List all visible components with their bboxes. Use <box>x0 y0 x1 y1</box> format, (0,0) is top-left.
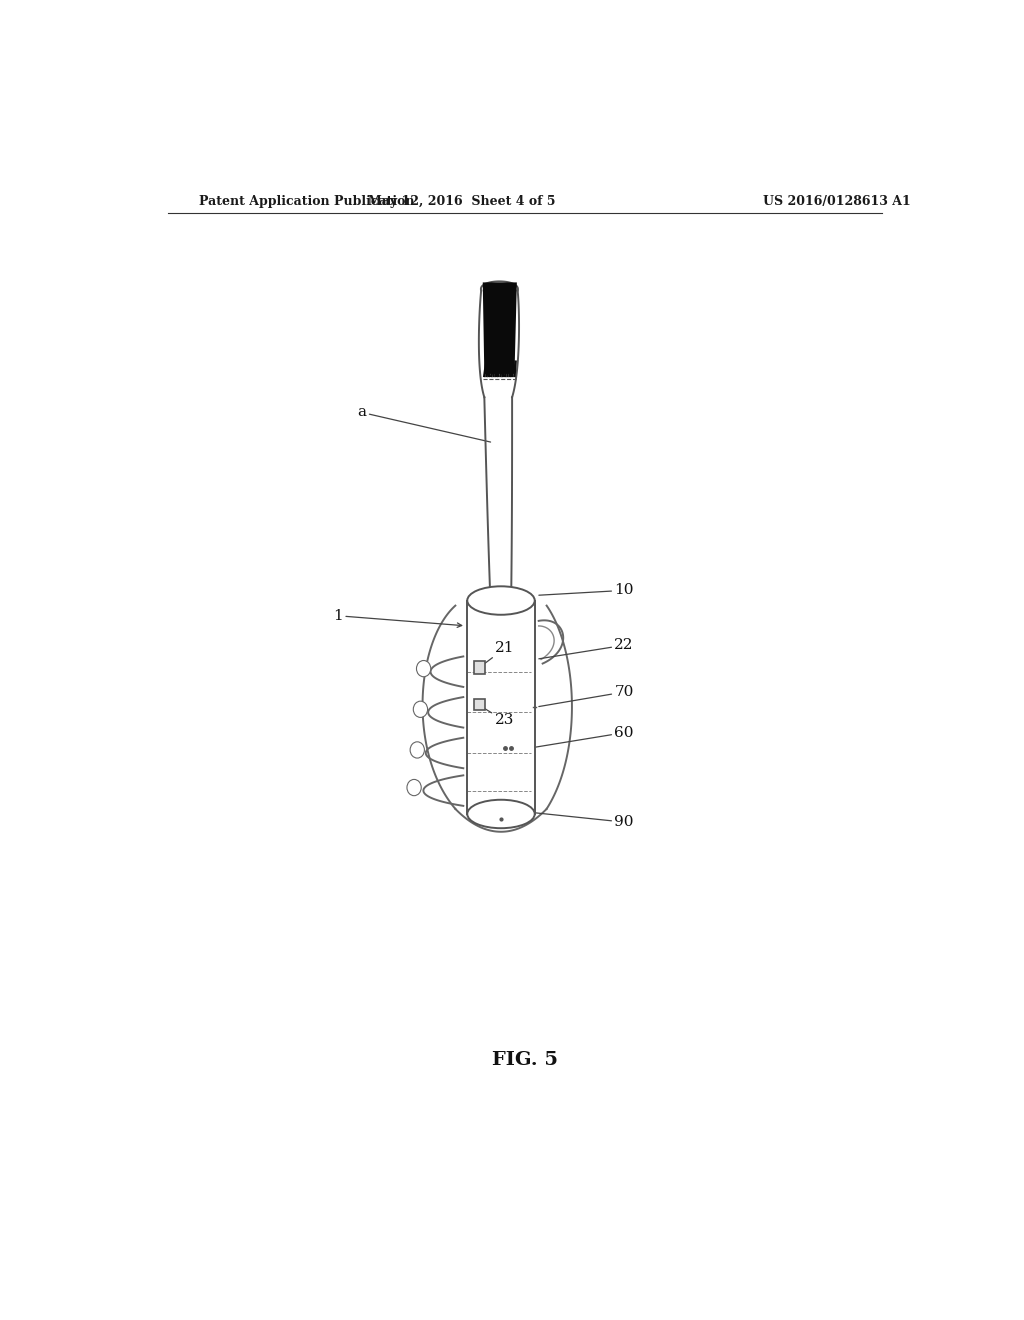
Text: FIG. 5: FIG. 5 <box>492 1051 558 1069</box>
Ellipse shape <box>417 660 431 677</box>
Polygon shape <box>482 282 517 374</box>
Text: 70: 70 <box>539 685 634 706</box>
Text: 22: 22 <box>539 639 634 659</box>
Ellipse shape <box>414 701 428 718</box>
Text: 21: 21 <box>482 642 515 665</box>
Ellipse shape <box>411 742 424 758</box>
Ellipse shape <box>407 779 421 796</box>
Text: 23: 23 <box>482 708 514 727</box>
Text: May 12, 2016  Sheet 4 of 5: May 12, 2016 Sheet 4 of 5 <box>368 194 555 207</box>
Text: Patent Application Publication: Patent Application Publication <box>200 194 415 207</box>
Ellipse shape <box>467 586 535 615</box>
Text: 1: 1 <box>334 609 462 627</box>
Text: 90: 90 <box>530 812 634 829</box>
Bar <box>474 700 484 710</box>
Ellipse shape <box>467 800 535 828</box>
Bar <box>474 660 484 673</box>
Text: US 2016/0128613 A1: US 2016/0128613 A1 <box>763 194 910 207</box>
Text: a: a <box>357 405 490 442</box>
Text: 60: 60 <box>535 726 634 747</box>
Text: 10: 10 <box>539 583 634 598</box>
